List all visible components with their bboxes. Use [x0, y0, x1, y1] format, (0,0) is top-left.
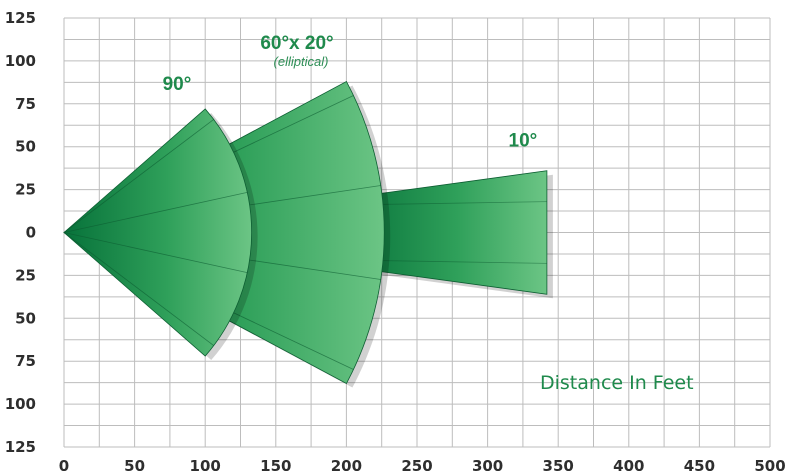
x-tick-label: 500 — [754, 457, 785, 475]
x-axis-title: Distance In Feet — [540, 372, 694, 394]
beam-ray — [63, 119, 214, 233]
x-tick-label: 50 — [124, 457, 145, 475]
y-tick-label: 125 — [5, 438, 36, 456]
y-tick-label: 100 — [5, 52, 36, 70]
beam-ray — [63, 232, 214, 346]
y-tick-label: 25 — [15, 266, 36, 284]
beams — [63, 80, 553, 388]
beam-cone — [63, 108, 253, 357]
y-tick-label: 75 — [15, 352, 36, 370]
x-tick-label: 150 — [260, 457, 291, 475]
beam-label: 10° — [509, 131, 538, 152]
beam-ray — [63, 191, 248, 233]
y-tick-label: 100 — [5, 395, 36, 413]
x-tick-label: 250 — [401, 457, 432, 475]
x-tick-label: 200 — [331, 457, 362, 475]
y-tick-label: 75 — [15, 95, 36, 113]
y-tick-label: 125 — [5, 9, 36, 27]
y-tick-label: 50 — [15, 309, 36, 327]
x-tick-label: 450 — [684, 457, 715, 475]
y-tick-label: 50 — [15, 138, 36, 156]
beam-label: 60°x 20° — [260, 33, 333, 54]
y-tick-label: 0 — [26, 224, 36, 242]
beam-sublabel: (elliptical) — [274, 54, 329, 69]
beam-ray — [63, 232, 248, 274]
y-tick-label: 25 — [15, 181, 36, 199]
x-tick-label: 0 — [59, 457, 69, 475]
tick-labels: 0 50 100 150 200 250 300 350 400 450 5001251007550… — [5, 9, 786, 475]
beam-label: 90° — [163, 74, 192, 95]
x-tick-label: 300 — [472, 457, 503, 475]
beam-labels: 90° 60°x 20°(elliptical) 10° — [163, 33, 538, 152]
x-tick-label: 100 — [190, 457, 221, 475]
x-tick-label: 350 — [543, 457, 574, 475]
x-tick-label: 400 — [613, 457, 644, 475]
